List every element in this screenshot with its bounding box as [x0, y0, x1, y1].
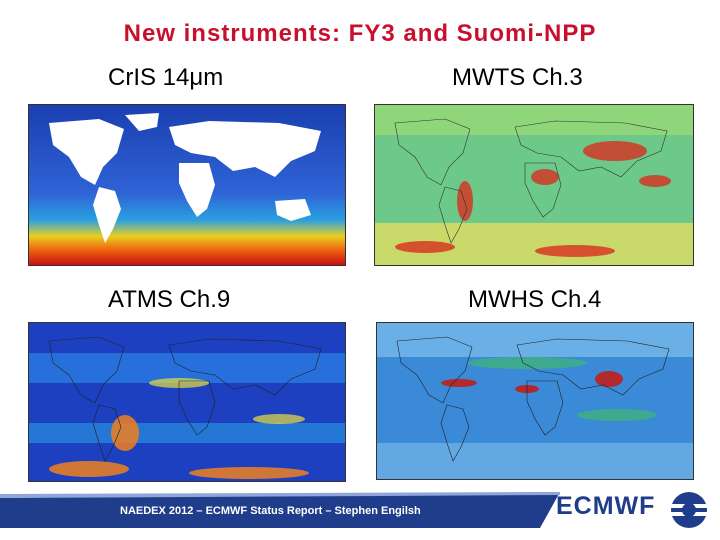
map-cris	[28, 104, 346, 266]
map-mwhs	[376, 322, 694, 480]
panel-label-mwhs: MWHS Ch.4	[468, 286, 602, 313]
panel-label-cris: CrIS 14μm	[108, 64, 224, 91]
ecmwf-logo-icon	[664, 490, 714, 535]
map-atms	[28, 322, 346, 482]
panel-label-atms: ATMS Ch.9	[108, 286, 231, 313]
panel-label-mwts: MWTS Ch.3	[452, 64, 583, 91]
ecmwf-brand: ECMWF	[556, 492, 656, 520]
map-mwts	[374, 104, 694, 266]
footer-bar	[0, 492, 560, 528]
slide-title: New instruments: FY3 and Suomi-NPP	[123, 20, 597, 47]
footer-text: NAEDEX 2012 – ECMWF Status Report – Step…	[120, 505, 421, 517]
